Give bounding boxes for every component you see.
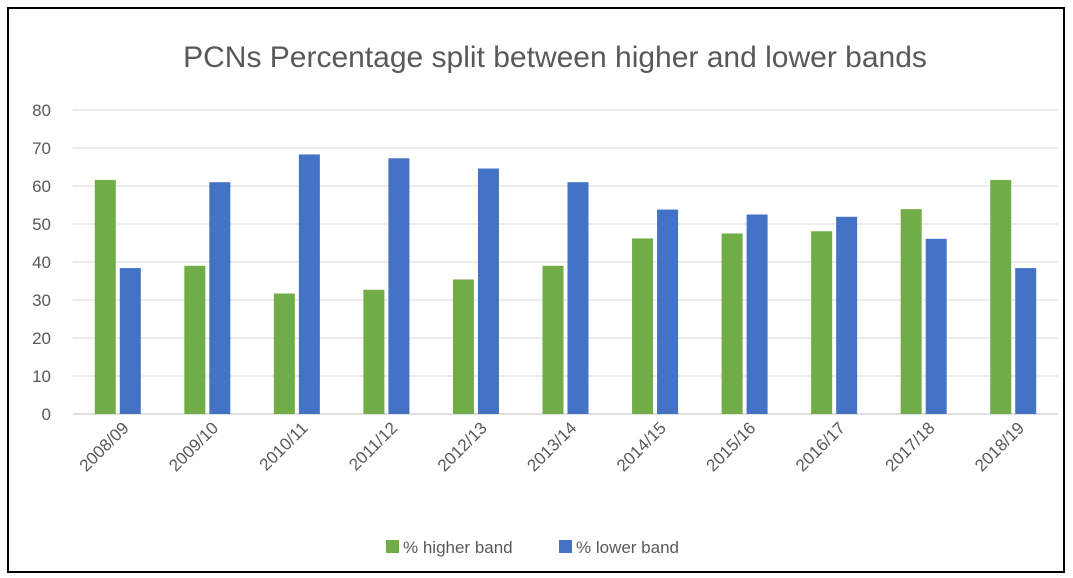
bar-higher-band-5 [542, 265, 564, 414]
bar-lower-band-8 [836, 216, 858, 414]
legend: % higher band % lower band [386, 538, 679, 557]
legend-label-higher-band: % higher band [403, 538, 513, 557]
bars [94, 154, 1037, 414]
x-tick-label: 2013/14 [523, 418, 580, 475]
x-tick-label: 2016/17 [792, 418, 849, 475]
x-tick-label: 2011/12 [345, 418, 401, 474]
bar-higher-band-8 [811, 231, 833, 414]
bar-higher-band-3 [363, 289, 385, 414]
bar-lower-band-3 [388, 158, 410, 414]
x-axis-ticks: 2008/09 2009/10 2010/11 2011/12 2012/13 2013/… [76, 418, 1028, 475]
x-tick-label: 2015/16 [703, 418, 760, 475]
y-tick-label: 30 [32, 291, 51, 310]
bar-lower-band-5 [567, 182, 589, 414]
x-tick-label: 2008/09 [76, 418, 133, 475]
bar-lower-band-9 [925, 238, 947, 414]
y-tick-label: 70 [32, 139, 51, 158]
legend-swatch-higher-band [386, 540, 399, 553]
bar-higher-band-6 [632, 238, 654, 414]
legend-label-lower-band: % lower band [576, 538, 679, 557]
bar-higher-band-1 [184, 265, 206, 414]
bar-higher-band-9 [900, 209, 922, 414]
x-tick-label: 2009/10 [165, 418, 222, 475]
y-axis-ticks: 0 10 20 30 40 50 60 70 80 [32, 101, 51, 424]
bar-higher-band-7 [721, 233, 743, 414]
y-tick-label: 40 [32, 253, 51, 272]
x-tick-label: 2017/18 [882, 418, 939, 475]
bar-lower-band-10 [1015, 268, 1037, 414]
bar-higher-band-10 [990, 179, 1012, 414]
x-tick-label: 2018/19 [971, 418, 1028, 475]
y-tick-label: 60 [32, 177, 51, 196]
x-tick-label: 2012/13 [434, 418, 491, 475]
chart-title: PCNs Percentage split between higher and… [183, 41, 927, 74]
chart-frame [7, 7, 1065, 573]
bar-higher-band-4 [452, 279, 474, 414]
bar-lower-band-4 [477, 168, 499, 414]
y-tick-label: 0 [42, 405, 51, 424]
y-tick-label: 50 [32, 215, 51, 234]
bar-higher-band-2 [273, 293, 295, 414]
bar-lower-band-1 [209, 182, 231, 414]
legend-swatch-lower-band [559, 540, 572, 553]
x-tick-label: 2010/11 [256, 418, 312, 474]
bar-lower-band-0 [119, 268, 141, 414]
y-tick-label: 20 [32, 329, 51, 348]
bar-lower-band-7 [746, 214, 768, 414]
bar-lower-band-6 [657, 209, 679, 414]
y-tick-label: 80 [32, 101, 51, 120]
gridlines [73, 109, 1058, 415]
x-tick-label: 2014/15 [613, 418, 670, 475]
bar-lower-band-2 [298, 154, 320, 414]
bar-higher-band-0 [94, 179, 116, 414]
y-tick-label: 10 [32, 367, 51, 386]
